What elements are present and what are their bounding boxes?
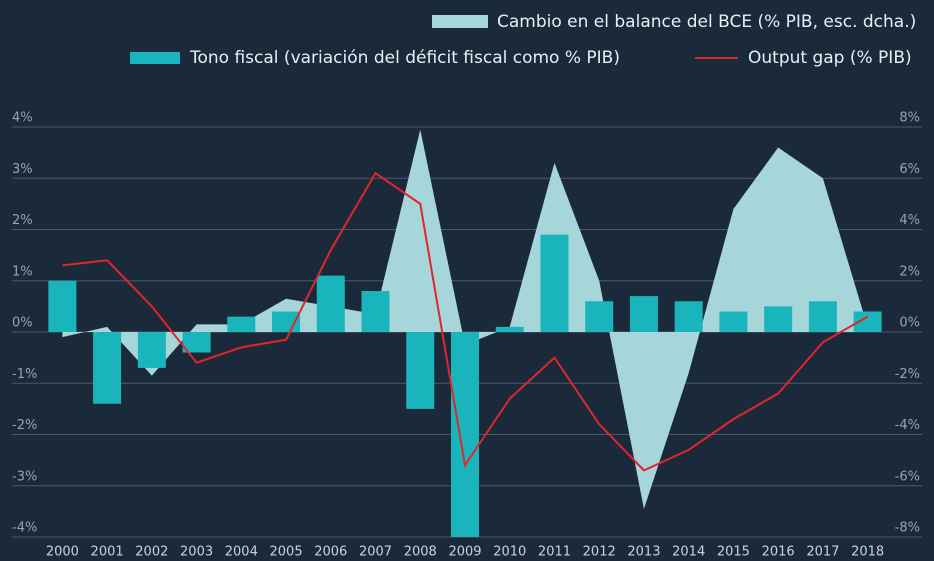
bar	[719, 311, 748, 332]
y2-tick-label: -8%	[895, 521, 920, 536]
x-tick-label: 2000	[46, 545, 79, 560]
bar	[853, 311, 882, 332]
line	[62, 171, 869, 472]
x-tick-label: 2009	[448, 545, 481, 560]
bar	[674, 301, 703, 332]
bar	[137, 332, 166, 368]
area	[62, 129, 868, 509]
x-tick-label: 2011	[538, 545, 571, 560]
x-tick-label: 2004	[225, 545, 258, 560]
x-tick-label: 2003	[180, 545, 213, 560]
bar	[361, 291, 390, 332]
x-tick-label: 2014	[672, 545, 705, 560]
y2-tick-label: 6%	[899, 162, 920, 177]
y-tick-label: 2%	[12, 213, 33, 228]
legend-swatch	[130, 52, 180, 64]
x-tick-label: 2008	[404, 545, 437, 560]
bar	[585, 301, 614, 332]
y2-tick-label: -2%	[895, 367, 920, 382]
x-tick-label: 2015	[717, 545, 750, 560]
bar	[316, 275, 345, 332]
y2-tick-label: -4%	[895, 418, 920, 433]
bar	[93, 332, 122, 404]
x-tick-label: 2013	[627, 545, 660, 560]
x-tick-label: 2012	[583, 545, 616, 560]
y2-tick-label: 0%	[899, 316, 920, 331]
y-tick-label: -4%	[12, 521, 37, 536]
bar	[540, 234, 569, 332]
bar	[808, 301, 837, 332]
y-tick-label: -1%	[12, 367, 37, 382]
legend-swatch	[432, 15, 488, 28]
x-tick-label: 2017	[806, 545, 839, 560]
legend-label: Cambio en el balance del BCE (% PIB, esc…	[497, 12, 916, 32]
legend-label: Output gap (% PIB)	[748, 48, 912, 68]
bar	[406, 332, 435, 409]
y-tick-label: 4%	[12, 111, 33, 126]
bar	[495, 326, 524, 332]
bar	[451, 332, 479, 537]
y2-tick-label: 2%	[899, 264, 920, 279]
y2-tick-label: -6%	[895, 469, 920, 484]
x-tick-label: 2010	[493, 545, 526, 560]
x-tick-label: 2002	[135, 545, 168, 560]
bar	[48, 280, 77, 332]
x-tick-label: 2006	[314, 545, 347, 560]
y2-tick-label: 4%	[899, 213, 920, 228]
x-tick-label: 2007	[359, 545, 392, 560]
y-tick-label: 3%	[12, 162, 33, 177]
bar	[182, 332, 211, 353]
y-tick-label: -2%	[12, 418, 37, 433]
bar	[629, 296, 658, 332]
y-tick-label: -3%	[12, 469, 37, 484]
x-tick-label: 2005	[270, 545, 303, 560]
y-tick-label: 0%	[12, 316, 33, 331]
x-tick-label: 2018	[851, 545, 884, 560]
y-tick-label: 1%	[12, 264, 33, 279]
y2-tick-label: 8%	[899, 111, 920, 126]
x-tick-label: 2001	[91, 545, 124, 560]
bar	[764, 306, 793, 332]
legend-label: Tono fiscal (variación del déficit fisca…	[189, 48, 620, 68]
bar	[227, 316, 256, 332]
x-tick-label: 2016	[762, 545, 795, 560]
